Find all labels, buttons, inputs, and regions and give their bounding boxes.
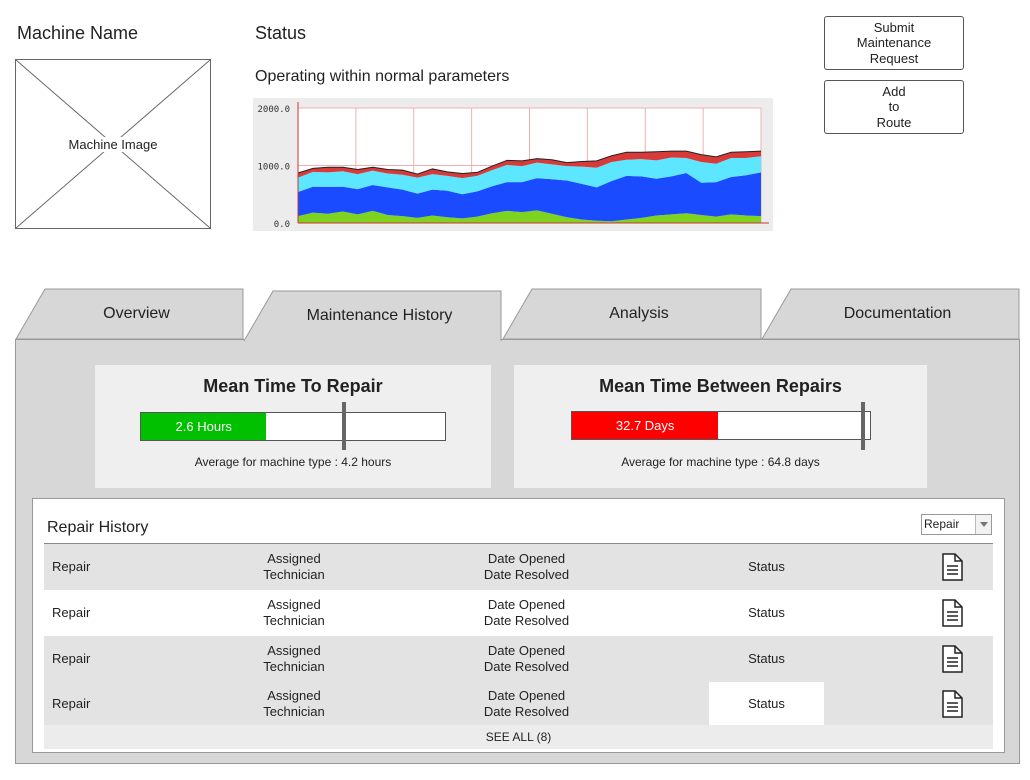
date-line: Date Resolved: [483, 613, 570, 628]
mtbr-bar-fill: 32.7 Days: [572, 412, 719, 439]
document-icon[interactable]: [939, 590, 965, 636]
cell-repair: Repair: [52, 559, 91, 574]
date-line: Date Resolved: [483, 659, 570, 674]
document-icon[interactable]: [939, 544, 965, 590]
repair-history-title: Repair History: [47, 519, 149, 536]
technician-line: Technician: [263, 659, 325, 674]
status-text: Operating within normal parameters: [255, 68, 510, 85]
cell-technician: Assigned Technician: [244, 590, 344, 636]
mttr-card: Mean Time To Repair 2.6 Hours Average fo…: [95, 365, 491, 488]
date-line: Date Opened: [487, 687, 566, 703]
date-line: Date Opened: [487, 551, 566, 566]
table-row[interactable]: Repair Assigned Technician Date Opened Dat…: [44, 590, 993, 636]
mtbr-title: Mean Time Between Repairs: [599, 376, 842, 396]
mtbr-average-text: Average for machine type : 64.8 days: [621, 455, 820, 469]
mttr-bar: 2.6 Hours: [140, 412, 446, 441]
series-blue-area: [298, 172, 761, 222]
submit-maintenance-request-button[interactable]: Submit Maintenance Request: [824, 16, 964, 70]
mttr-average-text: Average for machine type : 4.2 hours: [194, 455, 392, 469]
cell-repair: Repair: [52, 605, 91, 620]
tab-maintenance-history[interactable]: Maintenance History: [243, 290, 502, 342]
add-to-route-button[interactable]: Add to Route: [824, 80, 964, 134]
cell-dates: Date Opened Date Resolved: [464, 590, 589, 636]
technician-line: Assigned: [267, 597, 321, 612]
cell-repair: Repair: [52, 651, 91, 666]
date-line: Date Opened: [487, 643, 566, 658]
machine-name: Machine Name: [17, 23, 139, 43]
cell-technician: Assigned Technician: [244, 636, 344, 682]
cell-status: Status: [748, 559, 785, 574]
document-icon[interactable]: [939, 682, 965, 725]
machine-image-label: Machine Image: [66, 137, 160, 152]
cell-dates: Date Opened Date Resolved: [464, 544, 589, 590]
cell-technician: Assigned Technician: [244, 682, 344, 725]
submit-button-line: Submit: [873, 19, 915, 35]
mttr-average-marker: [342, 402, 346, 450]
document-icon[interactable]: [939, 636, 965, 682]
cell-status: Status: [748, 605, 785, 620]
repair-filter-value: Repair: [924, 517, 960, 531]
y-tick-label: 2000.0: [257, 105, 290, 115]
route-button-line: Route: [876, 114, 912, 130]
cell-dates: Date Opened Date Resolved: [464, 636, 589, 682]
cell-technician: Assigned Technician: [244, 544, 344, 590]
date-line: Date Resolved: [483, 567, 570, 582]
mtbr-average-marker: [860, 402, 865, 450]
submit-button-line: Maintenance: [856, 35, 932, 51]
repair-filter-select[interactable]: Repair: [921, 514, 992, 535]
tab-overview[interactable]: Overview: [15, 288, 244, 340]
table-row[interactable]: Repair Assigned Technician Date Opened Dat…: [44, 544, 993, 590]
technician-line: Technician: [263, 703, 325, 719]
cell-status: Status: [748, 651, 785, 666]
status-title: Status: [255, 23, 307, 43]
technician-line: Assigned: [267, 551, 321, 566]
y-tick-label: 1000.0: [257, 163, 290, 173]
technician-line: Assigned: [267, 687, 321, 703]
mtbr-bar: 32.7 Days: [571, 411, 871, 440]
date-line: Date Resolved: [483, 703, 570, 719]
repair-history-card: Repair History Repair Repair Assigned Tec…: [32, 498, 1005, 753]
status-chart: 2000.0 1000.0 0.0: [253, 98, 773, 231]
series-cyan-area: [298, 156, 761, 195]
see-all-link[interactable]: SEE ALL (8): [44, 725, 993, 749]
table-row[interactable]: Repair Assigned Technician Date Opened Dat…: [44, 636, 993, 682]
cell-status: Status: [709, 682, 824, 725]
series-total-line: [297, 150, 762, 175]
mtbr-card: Mean Time Between Repairs 32.7 Days Aver…: [514, 365, 927, 488]
series-green-area: [298, 210, 761, 223]
tab-maintenance-history-label: Maintenance History: [306, 307, 453, 324]
mttr-title: Mean Time To Repair: [203, 376, 383, 396]
tab-analysis[interactable]: Analysis: [502, 288, 762, 340]
tab-documentation[interactable]: Documentation: [761, 288, 1020, 340]
y-tick-label: 0.0: [274, 220, 290, 230]
cell-repair: Repair: [52, 695, 91, 711]
tab-documentation-label: Documentation: [843, 305, 952, 322]
technician-line: Technician: [263, 613, 325, 628]
technician-line: Technician: [263, 567, 325, 582]
table-row[interactable]: Repair Assigned Technician Date Opened Dat…: [44, 682, 993, 725]
status-chart-svg: 2000.0 1000.0 0.0: [257, 102, 769, 230]
cell-dates: Date Opened Date Resolved: [464, 682, 589, 725]
chevron-down-icon: [975, 515, 991, 534]
route-button-line: Add: [882, 83, 906, 99]
divider: [44, 543, 993, 544]
tab-overview-label: Overview: [103, 305, 170, 322]
submit-button-line: Request: [869, 50, 919, 66]
mttr-bar-fill: 2.6 Hours: [141, 413, 267, 440]
technician-line: Assigned: [267, 643, 321, 658]
series-red-area: [298, 151, 761, 179]
tab-analysis-label: Analysis: [609, 305, 669, 322]
route-button-line: to: [888, 99, 900, 115]
date-line: Date Opened: [487, 597, 566, 612]
machine-image: Machine Image: [15, 59, 211, 229]
